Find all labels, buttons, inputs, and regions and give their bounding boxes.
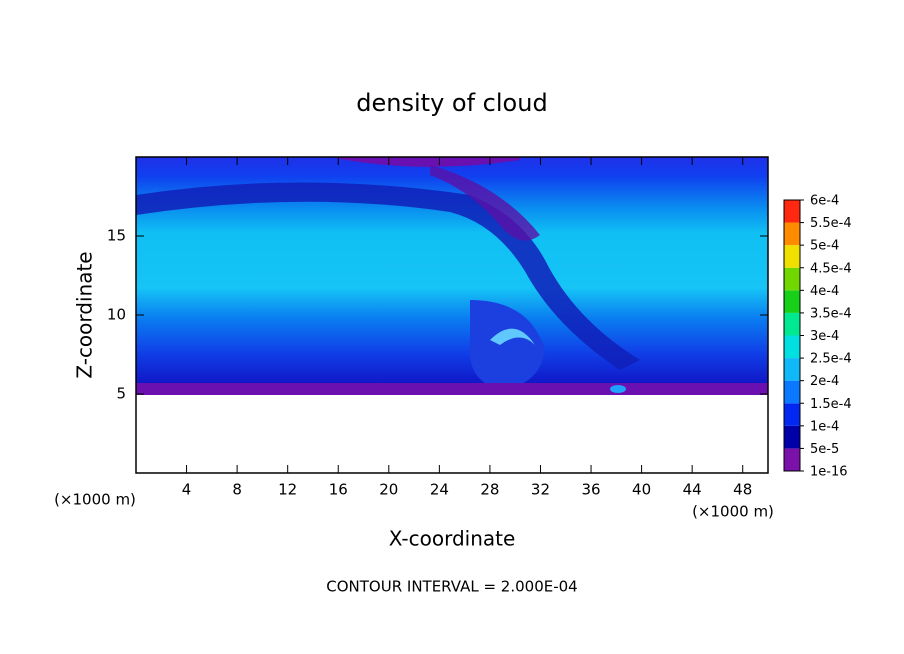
- colorbar-label: 3e-4: [810, 329, 839, 344]
- colorbar-swatch: [784, 312, 800, 336]
- contour-field: [136, 157, 768, 473]
- colorbar-label: 1.5e-4: [810, 397, 852, 412]
- colorbar-label: 1e-16: [810, 465, 848, 480]
- x-tick-label: 32: [531, 481, 550, 499]
- x-tick-label: 4: [182, 481, 192, 499]
- x-tick-label: 8: [232, 481, 242, 499]
- colorbar-label: 4.5e-4: [810, 261, 852, 276]
- field-top-band: [330, 157, 520, 167]
- colorbar-label: 5.5e-4: [810, 216, 852, 231]
- x-axis-label: X-coordinate: [389, 527, 516, 551]
- colorbar-swatch: [784, 403, 800, 426]
- colorbar-swatch: [784, 358, 800, 381]
- y-unit-label: (×1000 m): [54, 491, 136, 509]
- colorbar-swatch: [784, 380, 800, 404]
- footnote: CONTOUR INTERVAL = 2.000E-04: [326, 578, 577, 596]
- field-swirl: [469, 300, 545, 390]
- colorbar-swatch: [784, 335, 800, 359]
- x-tick-label: 40: [632, 481, 651, 499]
- field-swirl-core: [490, 328, 535, 345]
- colorbar-swatch: [784, 222, 800, 246]
- field-dark-streak: [430, 165, 540, 241]
- field-blob: [610, 385, 626, 393]
- y-axis-label: Z-coordinate: [73, 251, 97, 378]
- y-tick-label: 10: [107, 306, 126, 324]
- colorbar-label: 2.5e-4: [810, 352, 852, 367]
- colorbar-swatch: [784, 245, 800, 268]
- colorbar-label: 2e-4: [810, 374, 839, 389]
- x-tick-label: 28: [480, 481, 499, 499]
- colorbar-label: 5e-4: [810, 239, 839, 254]
- chart-title: density of cloud: [356, 89, 547, 117]
- y-tick-label: 5: [116, 385, 126, 403]
- colorbar-swatch: [784, 267, 800, 291]
- colorbar-swatch: [784, 290, 800, 313]
- colorbar-label: 3.5e-4: [810, 306, 852, 321]
- x-tick-label: 44: [683, 481, 702, 499]
- x-tick-label: 20: [379, 481, 398, 499]
- colorbar-label: 5e-5: [810, 442, 839, 457]
- colorbar-label: 6e-4: [810, 194, 839, 209]
- x-tick-label: 12: [278, 481, 297, 499]
- x-tick-label: 36: [581, 481, 600, 499]
- colorbar-label: 4e-4: [810, 284, 839, 299]
- colorbar-label: 1e-4: [810, 419, 839, 434]
- x-unit-label: (×1000 m): [692, 503, 774, 521]
- x-tick-label: 24: [430, 481, 449, 499]
- field-empty: [136, 395, 768, 473]
- colorbar-swatch: [784, 448, 800, 471]
- colorbar-swatch: [784, 200, 800, 223]
- field-bottom-band: [136, 383, 768, 395]
- y-tick-label: 15: [107, 227, 126, 245]
- x-tick-label: 16: [329, 481, 348, 499]
- x-tick-label: 48: [733, 481, 752, 499]
- colorbar-swatch: [784, 425, 800, 449]
